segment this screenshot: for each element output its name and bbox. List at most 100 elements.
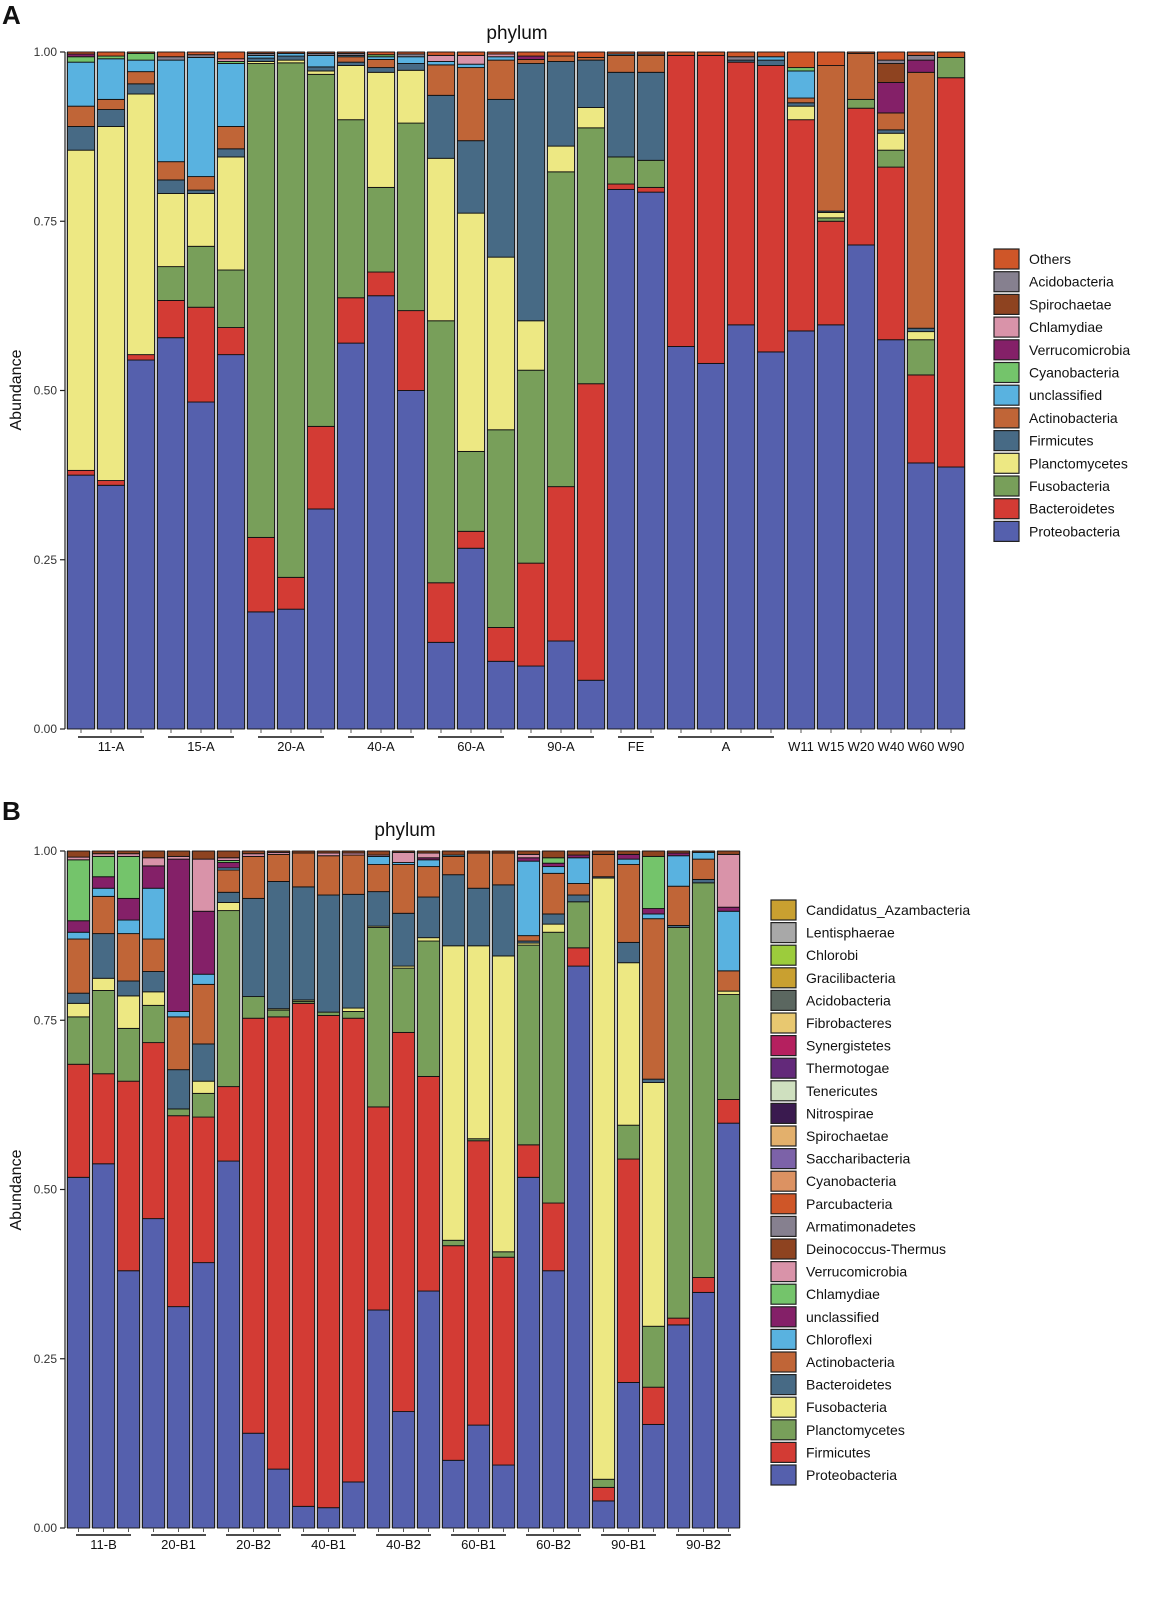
bar-segment-bacteroidetes (787, 119, 815, 332)
legend-swatch (770, 1238, 797, 1260)
bar-segment-fusobacteria (577, 127, 605, 385)
legend-swatch (770, 1215, 797, 1238)
bar (547, 51, 575, 730)
legend-label: Acidobacteria (1029, 274, 1114, 290)
bar-segment-firmicutes (642, 1386, 665, 1425)
bar-segment-chloroflexi (542, 866, 565, 874)
bar-segment-chloroflexi (567, 857, 590, 884)
bar-segment-deinococcus-thermus (67, 850, 90, 858)
bar-segment-unclassified (642, 908, 665, 915)
bar (817, 51, 845, 730)
bar-segment-unclassified (217, 862, 240, 869)
bar-segment-deinococcus-thermus (317, 850, 340, 854)
bar-segment-bacteroidetes (937, 77, 965, 468)
legend-label: unclassified (806, 1309, 879, 1325)
legend-swatch (993, 271, 1020, 293)
bar-segment-actinobacteria (592, 853, 615, 878)
legend-item: Actinobacteria (993, 407, 1118, 429)
y-tick-label: 0.75 (34, 214, 58, 228)
bar-segment-proteobacteria (667, 1324, 690, 1529)
legend-label: Fibrobacteres (806, 1015, 892, 1031)
bar-segment-deinococcus-thermus (92, 850, 115, 855)
legend-label: Proteobacteria (1029, 523, 1120, 539)
bar-segment-firmicutes (877, 129, 905, 134)
bar-segment-fusobacteria (307, 73, 335, 427)
bar-segment-firmicutes (67, 126, 95, 151)
bar-segment-bacteroidetes (577, 383, 605, 681)
bar-segment-firmicutes (392, 1031, 415, 1413)
legend-label: Spirochaetae (1029, 296, 1112, 312)
bar-segment-proteobacteria (127, 359, 155, 730)
bar (847, 51, 875, 730)
bar-segment-planctomycetes (367, 927, 390, 1108)
bar-segment-actinobacteria (142, 938, 165, 972)
bar-segment-fusobacteria (397, 122, 425, 312)
bar-segment-others (877, 51, 905, 61)
bar-segment-chloroflexi (117, 919, 140, 935)
bar-segment-fusobacteria (607, 156, 635, 185)
bar (567, 850, 590, 1529)
y-tick-label: 0.75 (34, 1013, 58, 1027)
bar-segment-fusobacteria (487, 429, 515, 628)
bar-segment-planctomycetes (592, 1478, 615, 1488)
bar (427, 51, 455, 730)
bar-segment-bacteroidetes (492, 884, 515, 957)
y-axis-label: Abundance (8, 1149, 25, 1230)
bar (192, 850, 215, 1529)
legend-label: Chlamydiae (806, 1286, 880, 1302)
bar-segment-verrucomicrobia (717, 853, 740, 908)
bar-segment-fusobacteria (717, 990, 740, 995)
x-group-label: FE (628, 739, 645, 754)
bar-segment-planctomycetes (97, 126, 125, 481)
bar (267, 850, 290, 1529)
legend-item: Chloroflexi (770, 1328, 872, 1351)
bar-segment-bacteroidetes (317, 894, 340, 1013)
legend-item: Deinococcus-Thermus (770, 1238, 946, 1260)
bar-segment-others (577, 51, 605, 58)
bar-segment-chloroflexi (717, 910, 740, 972)
legend-item: Fusobacteria (993, 475, 1110, 497)
bar-segment-acidobacteria (877, 59, 905, 64)
bar-segment-deinococcus-thermus (442, 850, 465, 856)
bar-segment-others (307, 51, 335, 54)
bar-segment-fusobacteria (467, 945, 490, 1140)
bar-segment-actinobacteria (192, 983, 215, 1045)
bar-segment-unclassified (517, 857, 540, 862)
bar-segment-proteobacteria (642, 1423, 665, 1529)
legend-item: Synergistetes (770, 1034, 891, 1057)
bar-segment-verrucomicrobia (417, 852, 440, 859)
bar-segment-fusobacteria (67, 1002, 90, 1018)
bar-segment-fusobacteria (637, 159, 665, 188)
bar (467, 850, 490, 1529)
bar-segment-fusobacteria (542, 923, 565, 933)
legend-label: Verrucomicrobia (1029, 342, 1130, 358)
bar-segment-others (217, 51, 245, 60)
bar-segment-verrucomicrobia (517, 853, 540, 859)
bar (117, 850, 140, 1529)
bar-segment-others (157, 51, 185, 58)
bar (342, 850, 365, 1529)
legend-swatch (770, 1057, 797, 1079)
bar-segment-fusobacteria (592, 877, 615, 1480)
bar-segment-proteobacteria (727, 324, 755, 730)
bar-segment-proteobacteria (607, 188, 635, 730)
bar-segment-proteobacteria (667, 346, 695, 730)
bar-segment-bacteroidetes (307, 425, 335, 510)
x-group-label: 90-B2 (686, 1537, 721, 1552)
bar-segment-firmicutes (277, 55, 305, 61)
bar (787, 51, 815, 730)
legend-item: Others (993, 248, 1071, 270)
bar (642, 850, 665, 1529)
bar-segment-bacteroidetes (692, 878, 715, 884)
bar-segment-proteobacteria (442, 1459, 465, 1529)
legend-item: Bacteroidetes (993, 498, 1115, 520)
bar-segment-deinococcus-thermus (467, 850, 490, 854)
bar-segment-bacteroidetes (727, 61, 755, 326)
chart-title: phylum (486, 23, 547, 44)
bar-segment-fusobacteria (877, 149, 905, 168)
x-group-label: W20 (848, 739, 875, 754)
legend-item: Chlamydiae (993, 316, 1103, 338)
bar-segment-planctomycetes (187, 193, 215, 247)
legend-label: Cyanobacteria (806, 1173, 896, 1189)
legend-item: unclassified (770, 1306, 879, 1328)
